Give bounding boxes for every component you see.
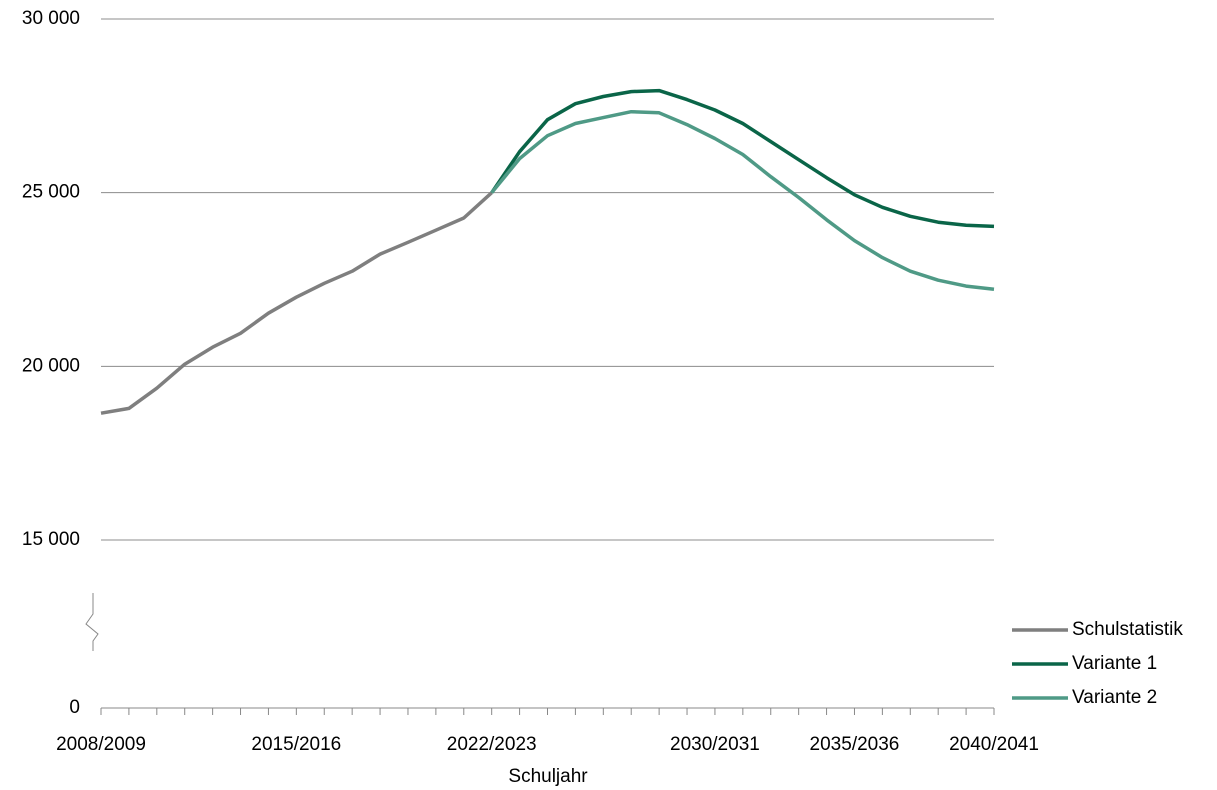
x-tick-label: 2040/2041 xyxy=(949,734,1039,755)
legend-label: Variante 1 xyxy=(1072,653,1157,674)
x-tick-label: 2008/2009 xyxy=(56,734,146,755)
y-tick-label: 15 000 xyxy=(22,529,80,550)
series-line xyxy=(490,88,995,229)
legend-label: Schulstatistik xyxy=(1072,619,1183,640)
x-tick-label: 2035/2036 xyxy=(810,734,900,755)
y-tick-label: 0 xyxy=(69,697,80,718)
legend-label: Variante 2 xyxy=(1072,687,1157,708)
series-line xyxy=(490,109,995,291)
x-tick-label: 2030/2031 xyxy=(670,734,760,755)
x-axis-title: Schuljahr xyxy=(508,766,588,787)
x-tick-label: 2022/2023 xyxy=(447,734,537,755)
axis-break xyxy=(85,593,99,651)
y-tick-label: 30 000 xyxy=(22,8,80,29)
y-tick-label: 20 000 xyxy=(22,355,80,376)
series-line xyxy=(100,191,493,415)
y-tick-label: 25 000 xyxy=(22,182,80,203)
x-tick-label: 2015/2016 xyxy=(251,734,341,755)
